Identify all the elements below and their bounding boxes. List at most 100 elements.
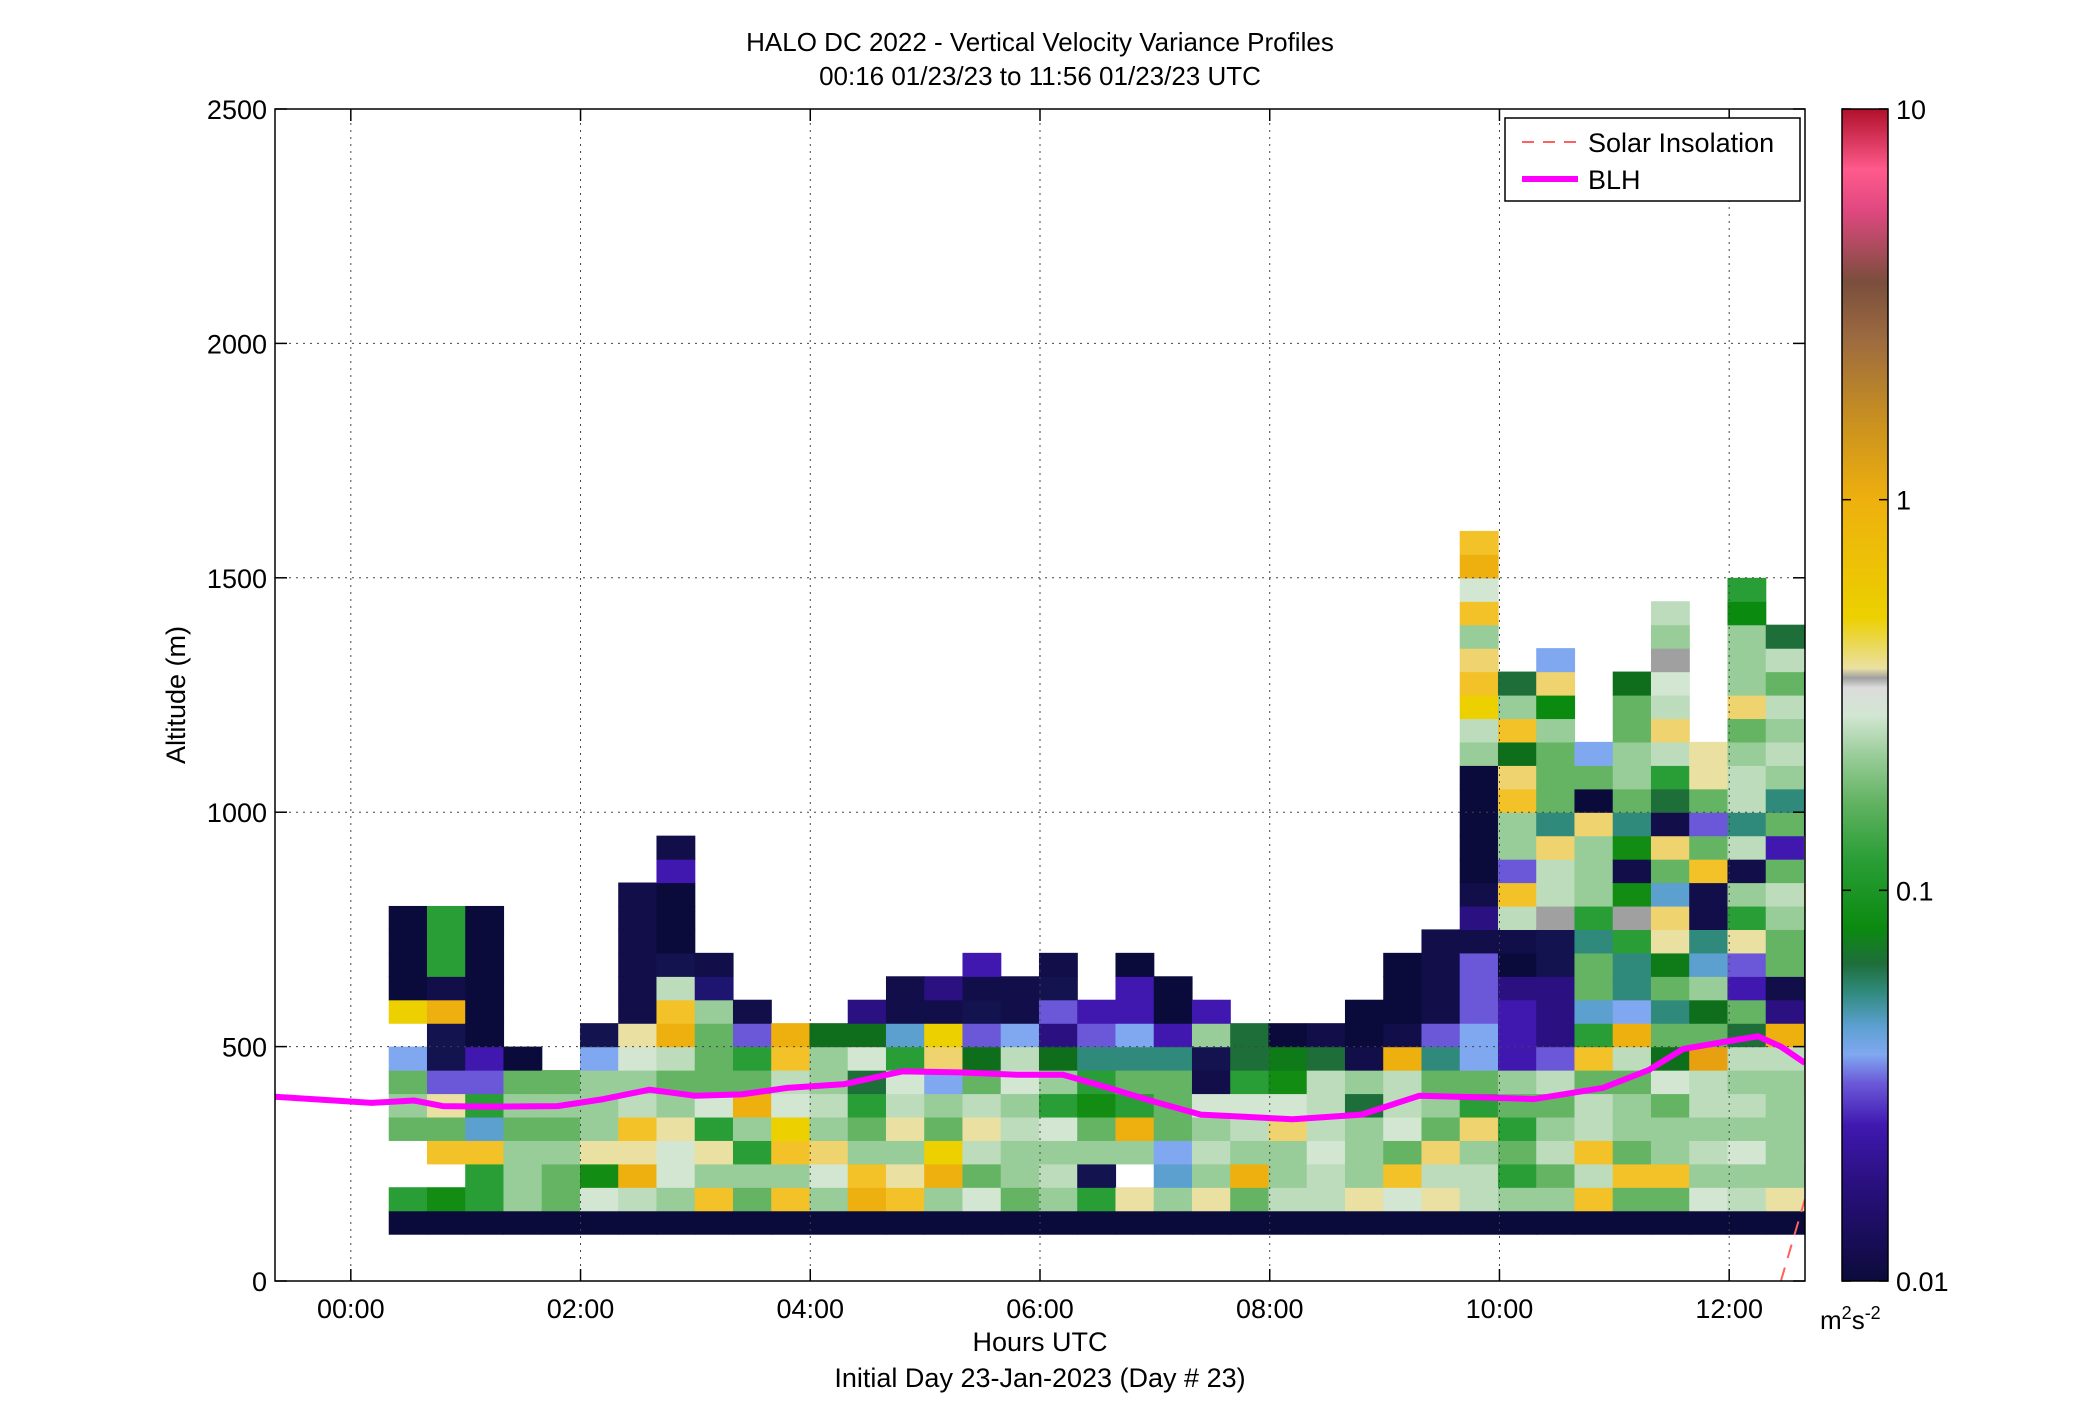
heatmap-cell bbox=[1689, 882, 1729, 907]
heatmap-cell bbox=[1995, 1070, 2034, 1094]
heatmap-cell bbox=[503, 1046, 543, 1071]
heatmap-cell bbox=[541, 1163, 581, 1188]
heatmap-cell bbox=[1306, 1046, 1346, 1071]
heatmap-cell bbox=[1115, 1140, 1155, 1165]
heatmap-cell bbox=[1000, 976, 1040, 1001]
heatmap-cell bbox=[1765, 1070, 1805, 1095]
heatmap-cell bbox=[1689, 765, 1729, 790]
heatmap-cell bbox=[2033, 976, 2072, 1000]
heatmap-cell bbox=[694, 1046, 734, 1071]
heatmap-cell bbox=[1995, 929, 2034, 953]
heatmap-cell bbox=[694, 952, 734, 977]
heatmap-cell bbox=[1803, 812, 1805, 837]
heatmap-cell bbox=[1650, 929, 1690, 954]
heatmap-cell bbox=[1650, 1093, 1690, 1118]
heatmap-cell bbox=[1000, 1163, 1040, 1188]
heatmap-cell bbox=[1650, 976, 1690, 1001]
heatmap-cell bbox=[388, 952, 428, 977]
heatmap-cell bbox=[1919, 929, 1958, 953]
heatmap-cell bbox=[1306, 1070, 1346, 1095]
heatmap-cell bbox=[1421, 1187, 1461, 1212]
heatmap-cell bbox=[1153, 1140, 1193, 1165]
heatmap-cell bbox=[1689, 859, 1729, 884]
heatmap-cell bbox=[1497, 1210, 1537, 1235]
heatmap-cell bbox=[1497, 905, 1537, 930]
heatmap-cell bbox=[1306, 1210, 1346, 1235]
heatmap-cell bbox=[503, 1140, 543, 1165]
heatmap-cell bbox=[2072, 953, 2098, 977]
heatmap-cell bbox=[1077, 1093, 1117, 1118]
heatmap-cell bbox=[1421, 1023, 1461, 1048]
heatmap-cell bbox=[541, 1210, 581, 1235]
heatmap-cell bbox=[1957, 883, 1996, 907]
heatmap-cell bbox=[1536, 718, 1576, 743]
heatmap-cell bbox=[1497, 929, 1537, 954]
heatmap-cell bbox=[541, 1070, 581, 1095]
heatmap-cell bbox=[2033, 1070, 2072, 1094]
heatmap-cell bbox=[1957, 976, 1996, 1000]
x-axis-ticks: 00:00 02:00 04:00 06:00 08:00 10:00 12:00 bbox=[317, 109, 1763, 1324]
heatmap-cell bbox=[732, 999, 772, 1024]
x-tick-label: 06:00 bbox=[1006, 1294, 1074, 1324]
heatmap-cell bbox=[618, 882, 658, 907]
heatmap-cell bbox=[1383, 1023, 1423, 1048]
heatmap-cell bbox=[1383, 1163, 1423, 1188]
heatmap-cell bbox=[962, 1116, 1002, 1141]
heatmap-cell bbox=[2072, 437, 2098, 461]
heatmap-cell bbox=[618, 976, 658, 1001]
heatmap-cell bbox=[1115, 1046, 1155, 1071]
heatmap-cell bbox=[1612, 929, 1652, 954]
heatmap-cell bbox=[1574, 788, 1614, 813]
heatmap-cell bbox=[1689, 1070, 1729, 1095]
heatmap-cell bbox=[1383, 1210, 1423, 1235]
heatmap-cell bbox=[2072, 1093, 2098, 1117]
heatmap-cell bbox=[1650, 624, 1690, 649]
heatmap-cell bbox=[962, 1140, 1002, 1165]
heatmap-cell bbox=[1497, 976, 1537, 1001]
colorbar-tick-label: 1 bbox=[1896, 486, 1911, 516]
heatmap-cell bbox=[1038, 1116, 1078, 1141]
heatmap-cell bbox=[1497, 812, 1537, 837]
heatmap-cell bbox=[1191, 1163, 1231, 1188]
heatmap-cell bbox=[1574, 952, 1614, 977]
heatmap-cell bbox=[1650, 999, 1690, 1024]
heatmap-cell bbox=[2033, 1117, 2072, 1141]
heatmap-cell bbox=[1612, 905, 1652, 930]
heatmap-cell bbox=[465, 999, 505, 1024]
heatmap-cell bbox=[1383, 976, 1423, 1001]
heatmap-cell bbox=[885, 976, 925, 1001]
heatmap-cell bbox=[426, 999, 466, 1024]
heatmap-cell bbox=[426, 1187, 466, 1212]
heatmap-cell bbox=[1689, 1140, 1729, 1165]
heatmap-cell bbox=[1727, 765, 1767, 790]
heatmap-cell bbox=[771, 1163, 811, 1188]
heatmap-cell bbox=[1612, 718, 1652, 743]
heatmap-cell bbox=[656, 1210, 696, 1235]
heatmap-cell bbox=[1191, 1046, 1231, 1071]
heatmap-cell bbox=[1765, 1093, 1805, 1118]
heatmap-cell bbox=[1803, 835, 1805, 860]
colorbar-tick-label: 0.1 bbox=[1896, 876, 1934, 906]
heatmap-cell bbox=[1919, 906, 1958, 930]
y-tick-label: 500 bbox=[222, 1033, 267, 1063]
heatmap-cell bbox=[847, 1046, 887, 1071]
heatmap-cell bbox=[1727, 718, 1767, 743]
heatmap-cell bbox=[1459, 530, 1499, 555]
heatmap-cell bbox=[1803, 905, 1805, 930]
heatmap-cell bbox=[924, 1187, 964, 1212]
heatmap-cell bbox=[465, 1163, 505, 1188]
heatmap-cell bbox=[1536, 952, 1576, 977]
heatmap-cell bbox=[2072, 1000, 2098, 1024]
heatmap-cell bbox=[885, 1140, 925, 1165]
heatmap-cell bbox=[1612, 812, 1652, 837]
heatmap-cell bbox=[1995, 976, 2034, 1000]
heatmap-cell bbox=[1536, 1140, 1576, 1165]
heatmap-cell bbox=[656, 999, 696, 1024]
heatmap-cell bbox=[1536, 882, 1576, 907]
heatmap-cell bbox=[771, 1187, 811, 1212]
heatmap-cell bbox=[1344, 1187, 1384, 1212]
heatmap-cell bbox=[771, 1093, 811, 1118]
heatmap-cell bbox=[1612, 765, 1652, 790]
heatmap-cell bbox=[1765, 648, 1805, 673]
heatmap-cell bbox=[1612, 1116, 1652, 1141]
